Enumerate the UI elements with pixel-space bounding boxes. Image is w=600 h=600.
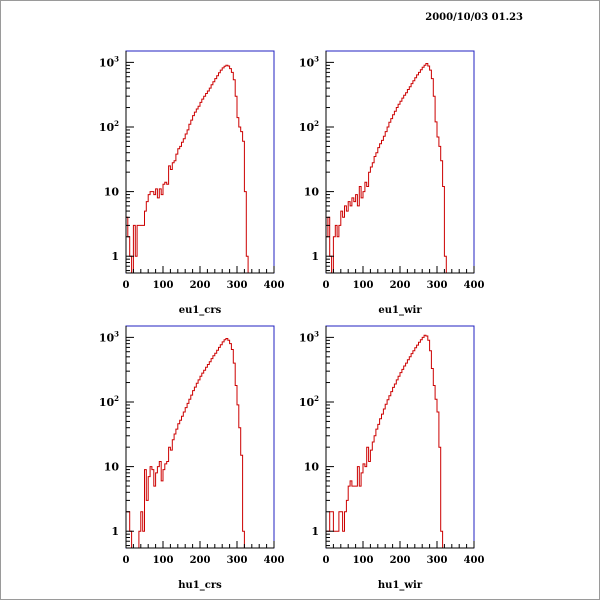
y-tick-label: 1 — [311, 250, 319, 263]
timestamp-label: 2000/10/03 01.23 — [425, 12, 523, 23]
x-tick-label: 200 — [190, 555, 211, 566]
x-tick-label: 0 — [323, 555, 330, 566]
y-tick-label: 102 — [99, 119, 119, 134]
x-tick-label: 200 — [390, 280, 411, 291]
x-tick-label: 0 — [123, 280, 130, 291]
x-tick-label: 300 — [427, 555, 448, 566]
y-tick-label: 103 — [99, 329, 119, 344]
y-tick-label: 10 — [104, 186, 120, 199]
x-tick-label: 100 — [353, 280, 374, 291]
x-tick-label: 300 — [427, 280, 448, 291]
x-axis-title: eu1_wir — [378, 305, 422, 316]
y-tick-label: 1 — [311, 525, 319, 538]
histogram-panel-hu1-wir: 0 100 200 300 400 1 10 102 103 hu1_wir — [299, 325, 485, 591]
x-tick-label: 400 — [464, 280, 485, 291]
plot-frame — [125, 325, 275, 549]
histogram-line — [125, 64, 250, 274]
x-axis-title: eu1_crs — [179, 305, 222, 316]
histogram-panel-hu1-crs: 0 100 200 300 400 1 10 102 103 hu1_crs — [99, 325, 285, 591]
y-tick-label: 103 — [299, 329, 319, 344]
x-tick-label: 100 — [153, 280, 174, 291]
x-tick-label: 400 — [264, 555, 285, 566]
y-tick-label: 1 — [111, 250, 119, 263]
y-tick-label: 102 — [299, 394, 319, 409]
y-tick-label: 10 — [104, 461, 120, 474]
y-tick-label: 103 — [99, 54, 119, 69]
histogram-panel-eu1-wir: 0 100 200 300 400 1 10 102 103 eu1_wir — [299, 50, 485, 316]
x-tick-label: 0 — [323, 280, 330, 291]
plot-frame — [325, 50, 475, 274]
x-tick-label: 400 — [464, 555, 485, 566]
x-axis-title: hu1_crs — [178, 580, 222, 591]
plot-frame — [125, 50, 275, 274]
x-tick-label: 300 — [227, 280, 248, 291]
x-tick-label: 100 — [353, 555, 374, 566]
x-tick-label: 100 — [153, 555, 174, 566]
x-tick-label: 400 — [264, 280, 285, 291]
y-tick-label: 1 — [111, 525, 119, 538]
y-tick-label: 10 — [304, 461, 320, 474]
y-tick-label: 10 — [304, 186, 320, 199]
histogram-line — [125, 338, 247, 549]
y-tick-label: 102 — [99, 394, 119, 409]
x-tick-label: 0 — [123, 555, 130, 566]
x-tick-label: 200 — [190, 280, 211, 291]
y-tick-label: 103 — [299, 54, 319, 69]
histogram-panel-eu1-crs: 0 100 200 300 400 1 10 102 103 eu1_crs — [99, 50, 285, 316]
x-tick-label: 300 — [227, 555, 248, 566]
x-axis-title: hu1_wir — [378, 580, 423, 591]
histogram-line — [325, 63, 449, 274]
y-tick-label: 102 — [299, 119, 319, 134]
histogram-line — [325, 334, 445, 549]
plot-frame — [325, 325, 475, 549]
x-tick-label: 200 — [390, 555, 411, 566]
